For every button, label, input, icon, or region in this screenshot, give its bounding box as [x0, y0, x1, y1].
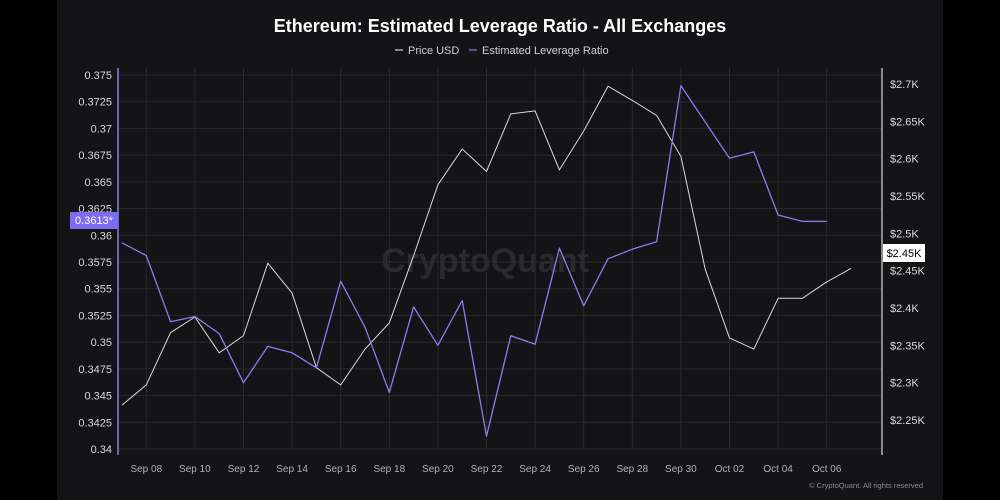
- right-tick-label: $2.55K: [890, 191, 926, 203]
- left-tick-label: 0.3525: [78, 310, 112, 322]
- x-tick-label: Oct 02: [715, 464, 745, 475]
- right-tick-label: $2.4K: [890, 303, 919, 315]
- right-last-value-badge-bg: [883, 244, 925, 262]
- right-tick-label: $2.5K: [890, 228, 919, 240]
- series-line-leverage-ratio[interactable]: [121, 85, 827, 437]
- right-axis-ticks: $2.7K $2.65K $2.6K $2.55K $2.5K $2.45K $2.4K $2…: [890, 79, 926, 427]
- left-tick-label: 0.3425: [78, 417, 112, 429]
- x-tick-label: Sep 16: [325, 464, 357, 475]
- x-tick-label: Oct 06: [812, 464, 842, 475]
- x-tick-label: Sep 26: [568, 464, 600, 475]
- legend: Price USD Estimated Leverage Ratio: [395, 45, 609, 57]
- left-last-value-badge-text: 0.3613*: [75, 215, 114, 227]
- x-tick-label: Sep 24: [519, 464, 551, 475]
- x-tick-label: Sep 18: [373, 464, 405, 475]
- left-tick-label: 0.3675: [78, 150, 112, 162]
- x-tick-label: Sep 28: [616, 464, 648, 475]
- left-tick-label: 0.3475: [78, 364, 112, 376]
- right-tick-label: $2.35K: [890, 340, 926, 352]
- left-tick-label: 0.365: [84, 177, 112, 189]
- chart: CryptoQuant Ethereum: Estimated Leverage…: [70, 16, 926, 490]
- chart-title: Ethereum: Estimated Leverage Ratio - All…: [274, 16, 726, 36]
- left-last-value-badge-bg: [70, 212, 118, 229]
- x-tick-label: Sep 12: [228, 464, 260, 475]
- x-tick-label: Oct 04: [763, 464, 793, 475]
- left-tick-label: 0.36: [91, 230, 112, 242]
- x-tick-label: Sep 30: [665, 464, 697, 475]
- left-tick-label: 0.35: [91, 337, 112, 349]
- left-tick-label: 0.345: [84, 391, 112, 403]
- x-tick-label: Sep 10: [179, 464, 211, 475]
- x-tick-label: Sep 14: [276, 464, 308, 475]
- right-tick-label: $2.7K: [890, 79, 919, 91]
- chart-panel: CryptoQuant Ethereum: Estimated Leverage…: [57, 0, 943, 500]
- series-line-price-usd[interactable]: [121, 85, 852, 406]
- x-tick-label: Sep 20: [422, 464, 454, 475]
- right-last-value-badge: $2.45K: [883, 244, 925, 262]
- left-last-value-badge: 0.3613*: [70, 212, 118, 229]
- right-tick-label: $2.3K: [890, 378, 919, 390]
- x-tick-label: Sep 08: [130, 464, 162, 475]
- left-tick-label: 0.3575: [78, 257, 112, 269]
- left-tick-label: 0.375: [84, 70, 112, 82]
- right-tick-label: $2.45K: [890, 266, 926, 278]
- legend-label-leverage[interactable]: Estimated Leverage Ratio: [482, 45, 609, 57]
- right-last-value-badge-text: $2.45K: [887, 248, 923, 260]
- left-axis-ticks: 0.3750.37250.370.36750.3650.36250.360.35…: [78, 70, 112, 456]
- legend-label-price[interactable]: Price USD: [408, 45, 459, 57]
- gridlines: [118, 68, 882, 450]
- x-tick-label: Sep 22: [471, 464, 503, 475]
- right-tick-label: $2.65K: [890, 116, 926, 128]
- left-tick-label: 0.37: [91, 123, 112, 135]
- right-tick-label: $2.25K: [890, 415, 926, 427]
- copyright-footer: © CryptoQuant. All rights reserved: [809, 481, 923, 490]
- right-tick-label: $2.6K: [890, 154, 919, 166]
- left-tick-label: 0.34: [91, 444, 112, 456]
- left-tick-label: 0.355: [84, 284, 112, 296]
- x-axis-ticks: Sep 08 Sep 10 Sep 12 Sep 14 Sep 16 Sep 18 Sep …: [130, 464, 841, 475]
- watermark: CryptoQuant: [381, 242, 589, 280]
- left-tick-label: 0.3725: [78, 97, 112, 109]
